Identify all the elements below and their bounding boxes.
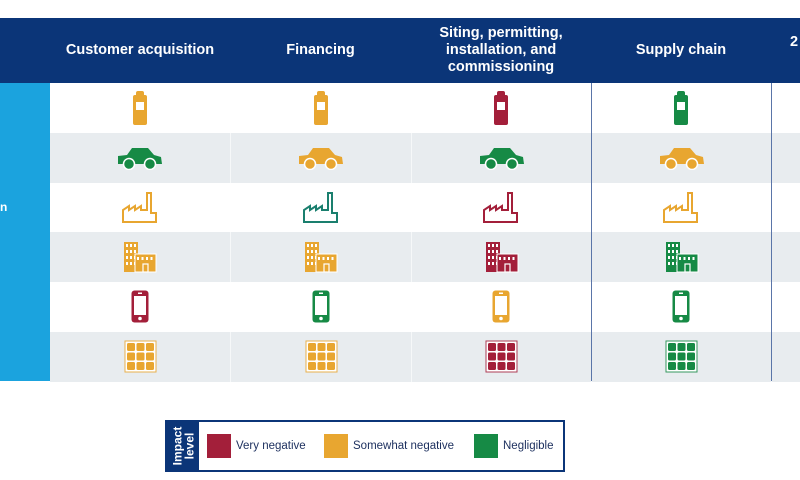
column-header-financing: Financing: [286, 42, 355, 58]
buildings-icon: [665, 241, 699, 273]
matrix-cell: [771, 331, 800, 382]
battery-icon: [132, 91, 148, 125]
matrix-cell: [411, 83, 591, 133]
legend-item-very-negative: Very negative: [207, 434, 306, 458]
buildings-icon: [123, 241, 157, 273]
matrix-cell: [230, 132, 411, 183]
matrix-cell: [411, 132, 591, 183]
car-icon: [659, 146, 705, 170]
legend-swatch: [474, 434, 498, 458]
legend-swatch: [207, 434, 231, 458]
battery-icon: [313, 91, 329, 125]
factory-icon: [122, 191, 158, 224]
matrix-row-solar-panel: [50, 331, 800, 382]
car-icon: [479, 146, 525, 170]
column-divider: [771, 83, 772, 381]
matrix-cell: [591, 83, 771, 133]
matrix-cell: [50, 232, 230, 282]
matrix-cell: [591, 331, 771, 382]
matrix-cell: [230, 232, 411, 283]
buildings-icon: [485, 241, 519, 273]
matrix-cell: [771, 182, 800, 232]
matrix-cell: [771, 132, 800, 183]
matrix-row-phone: [50, 282, 800, 332]
legend-title: Impact level: [167, 422, 199, 470]
row-group-label: n: [0, 83, 50, 381]
column-header-supply-chain: Supply chain: [635, 42, 727, 58]
legend-swatch: [324, 434, 348, 458]
car-icon: [298, 146, 344, 170]
matrix-cell: [230, 182, 411, 232]
matrix-cell: [591, 132, 771, 183]
factory-icon: [483, 191, 519, 224]
solar-panel-icon: [124, 340, 157, 373]
factory-icon: [663, 191, 699, 224]
matrix-cell: [50, 133, 230, 183]
matrix-cell: [50, 83, 230, 133]
matrix-cell: [230, 331, 411, 382]
matrix-row-battery: [50, 83, 800, 133]
matrix-cell: [50, 282, 230, 332]
solar-panel-icon: [305, 340, 338, 373]
column-header-customer-acquisition: Customer acquisition: [65, 42, 215, 58]
column-divider: [591, 83, 592, 381]
column-header-truncated: 2: [790, 34, 799, 50]
buildings-icon: [304, 241, 338, 273]
matrix-cell: [411, 331, 591, 382]
column-header-siting: Siting, permitting, installation, and co…: [439, 25, 563, 75]
impact-matrix: [50, 83, 800, 382]
matrix-cell: [230, 83, 411, 133]
car-icon: [117, 146, 163, 170]
matrix-row-buildings: [50, 232, 800, 283]
solar-panel-icon: [665, 340, 698, 373]
matrix-cell: [771, 282, 800, 332]
matrix-cell: [411, 182, 591, 232]
row-group-label-text: n: [0, 200, 8, 214]
matrix-cell: [411, 232, 591, 283]
matrix-cell: [230, 282, 411, 332]
matrix-cell: [771, 83, 800, 133]
phone-icon: [672, 290, 690, 323]
factory-icon: [302, 191, 339, 224]
matrix-cell: [591, 282, 771, 332]
matrix-cell: [411, 282, 591, 332]
matrix-cell: [591, 182, 771, 232]
legend-item-somewhat-negative: Somewhat negative: [324, 434, 454, 458]
matrix-cell: [771, 232, 800, 283]
matrix-row-factory: [50, 182, 800, 232]
matrix-cell: [50, 332, 230, 382]
solar-panel-icon: [485, 340, 518, 373]
phone-icon: [492, 290, 510, 323]
battery-icon: [673, 91, 689, 125]
matrix-cell: [591, 232, 771, 283]
legend-item-negligible: Negligible: [474, 434, 554, 458]
matrix-row-car: [50, 132, 800, 183]
battery-icon: [493, 91, 509, 125]
phone-icon: [131, 290, 149, 323]
phone-icon: [312, 290, 330, 323]
column-header-bar: Customer acquisition Financing Siting, p…: [0, 18, 800, 83]
legend: Impact level Very negative Somewhat nega…: [165, 420, 565, 472]
matrix-cell: [50, 182, 230, 232]
